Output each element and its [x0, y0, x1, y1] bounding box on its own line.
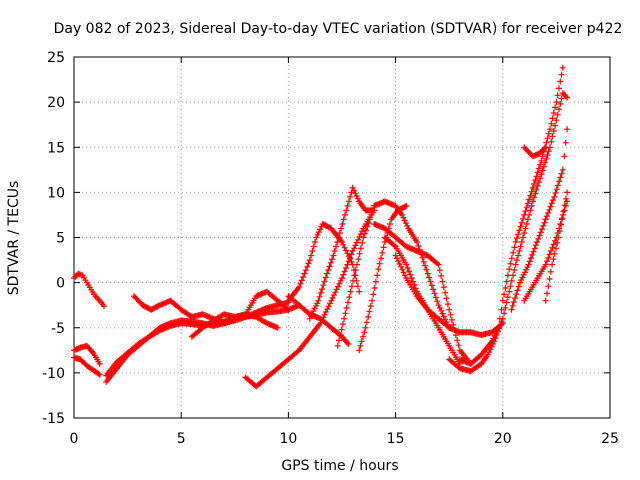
x-tick-label: 0 — [70, 431, 79, 447]
y-tick-label: 25 — [47, 50, 65, 66]
data-point-markers — [334, 202, 378, 349]
y-tick-label: -15 — [42, 411, 65, 427]
series-arc-3 — [71, 354, 103, 378]
series-arc-15 — [371, 221, 474, 367]
series-arc-1 — [71, 270, 107, 310]
x-tick-label: 5 — [177, 431, 186, 447]
series-arc-2 — [71, 342, 103, 367]
data-point-markers — [542, 189, 571, 304]
y-axis-label: SDTVAR / TECUs — [6, 181, 22, 296]
data-point-markers — [188, 288, 292, 340]
x-tick-label: 10 — [279, 431, 297, 447]
chart-title: Day 082 of 2023, Sidereal Day-to-day VTE… — [54, 21, 623, 37]
series-arc-20 — [508, 126, 571, 313]
series-arc-10 — [285, 293, 352, 347]
y-tick-label: 5 — [56, 231, 65, 247]
series-arc-21 — [521, 144, 549, 160]
data-point-markers — [371, 198, 506, 338]
series-arc-7 — [188, 288, 292, 340]
data-point-markers — [392, 252, 453, 331]
series-arc-19 — [456, 64, 566, 367]
axis-ticks: 0 5 10 15 20 25 25 20 15 10 5 0 -5 -10 -15 — [42, 50, 619, 447]
series-arc-11 — [306, 184, 378, 322]
data-point-markers — [71, 270, 107, 310]
y-tick-label: 20 — [47, 95, 65, 111]
series-arc-8 — [242, 207, 378, 390]
series-arc-23 — [542, 189, 571, 304]
series-arc-22 — [521, 198, 571, 304]
y-tick-label: -10 — [42, 366, 65, 382]
series-arc-17 — [392, 252, 453, 331]
data-points — [71, 64, 571, 390]
data-point-markers — [285, 221, 363, 304]
x-tick-label: 25 — [601, 431, 619, 447]
data-point-markers — [521, 144, 549, 160]
data-point-markers — [71, 354, 103, 378]
series-arc-9 — [285, 221, 363, 304]
data-point-markers — [521, 198, 571, 304]
x-tick-label: 15 — [387, 431, 405, 447]
x-tick-label: 20 — [494, 431, 512, 447]
data-point-markers — [242, 207, 378, 390]
data-point-markers — [285, 293, 352, 347]
y-tick-label: 15 — [47, 140, 65, 156]
y-tick-label: -5 — [51, 321, 65, 337]
data-point-markers — [306, 184, 378, 322]
data-point-markers — [508, 126, 571, 313]
data-point-markers — [371, 221, 474, 367]
data-point-markers — [71, 342, 103, 367]
y-tick-label: 0 — [56, 276, 65, 292]
x-axis-label: GPS time / hours — [281, 458, 398, 474]
series-arc-12 — [334, 202, 378, 349]
data-point-markers — [456, 64, 566, 367]
y-tick-label: 10 — [47, 185, 65, 201]
series-arc-14 — [371, 198, 506, 338]
grid-lines — [74, 57, 610, 418]
